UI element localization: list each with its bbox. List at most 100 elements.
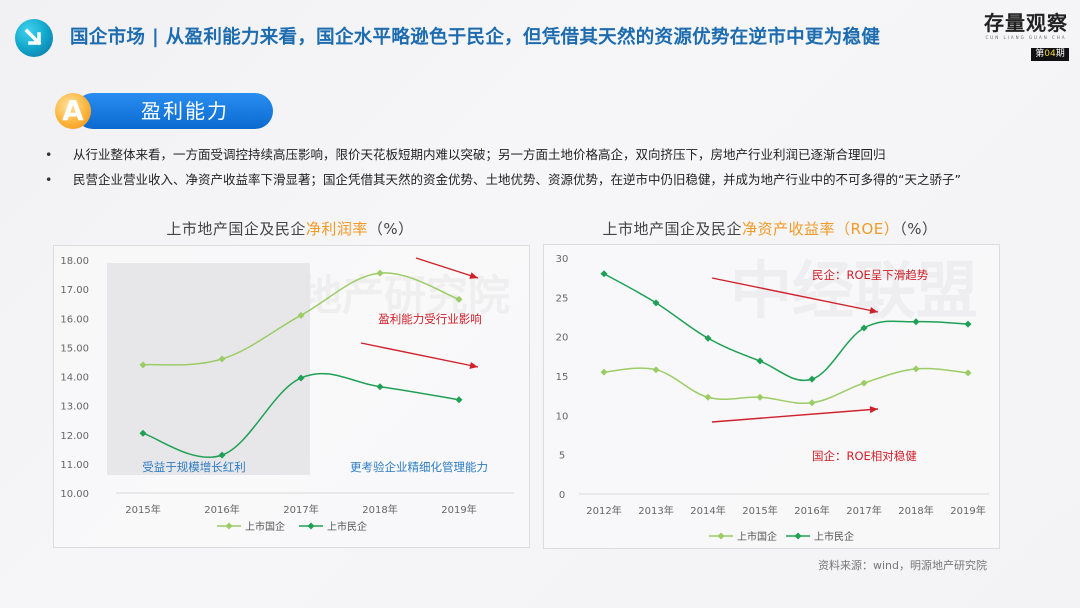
legend-marker bbox=[225, 522, 233, 530]
trend-arrow bbox=[711, 406, 879, 423]
bullet-item: 从行业整体来看，一方面受调控持续高压影响，限价天花板短期内难以突破；另一方面土地… bbox=[45, 142, 1065, 167]
x-tick-label: 2016年 bbox=[204, 503, 239, 516]
data-point bbox=[652, 366, 660, 374]
y-tick-label: 30 bbox=[556, 254, 569, 265]
data-point bbox=[376, 269, 384, 277]
y-tick-label: 10 bbox=[556, 411, 569, 422]
data-point bbox=[297, 374, 305, 382]
data-point bbox=[376, 383, 384, 391]
issue-suffix: 期 bbox=[1055, 49, 1065, 59]
brand-logo: 存量观察 CUN LIANG GUAN CHA 第04期 bbox=[976, 11, 1076, 61]
x-tick-label: 2015年 bbox=[125, 503, 160, 516]
data-point bbox=[704, 393, 712, 401]
y-tick-label: 12.00 bbox=[60, 431, 89, 442]
arrow-down-right-icon bbox=[15, 19, 53, 57]
brand-title: 存量观察 bbox=[984, 11, 1068, 35]
y-tick-label: 25 bbox=[556, 293, 569, 304]
x-tick-label: 2018年 bbox=[362, 503, 397, 516]
data-point bbox=[704, 334, 712, 342]
chart-legend: 上市国企 上市民企 bbox=[217, 520, 367, 533]
x-tick-label: 2016年 bbox=[794, 504, 829, 517]
right-chart-title: 上市地产国企及民企净资产收益率（ROE）（%） bbox=[545, 218, 995, 239]
series-line-1 bbox=[603, 273, 969, 382]
page-title: 国企市场 | 从盈利能力来看，国企水平略逊色于民企，但凭借其天然的资源优势在逆市… bbox=[70, 27, 881, 48]
left-chart-title: 上市地产国企及民企净利润率（%） bbox=[60, 218, 520, 239]
legend-marker bbox=[717, 532, 725, 540]
x-tick-label: 2017年 bbox=[283, 503, 318, 516]
issue-prefix: 第 bbox=[1035, 49, 1045, 59]
x-tick-label: 2019年 bbox=[950, 504, 985, 517]
left-chart-plot: 10.00 11.00 12.00 13.00 14.00 15.00 16.00 17.00… bbox=[60, 256, 514, 533]
bullet-list: 从行业整体来看，一方面受调控持续高压影响，限价天花板短期内难以突破；另一方面土地… bbox=[45, 142, 1065, 192]
legend-label: 上市国企 bbox=[737, 530, 777, 543]
data-point bbox=[218, 355, 226, 363]
data-point bbox=[912, 318, 920, 326]
x-tick-label: 2013年 bbox=[638, 504, 673, 517]
data-point bbox=[600, 270, 608, 278]
data-point bbox=[860, 324, 868, 332]
x-tick-label: 2012年 bbox=[586, 504, 621, 517]
series-line-0 bbox=[603, 367, 969, 405]
right-chart-title-suffix: （%） bbox=[899, 220, 938, 238]
legend-label: 上市民企 bbox=[327, 520, 367, 533]
y-tick-label: 5 bbox=[559, 451, 565, 462]
y-tick-label: 10.00 bbox=[60, 489, 89, 500]
left-chart: 10.00 11.00 12.00 13.00 14.00 15.00 16.00 17.00… bbox=[53, 245, 530, 548]
trend-arrow bbox=[711, 277, 879, 314]
data-point bbox=[756, 357, 764, 365]
source-note: 资料来源：wind，明源地产研究院 bbox=[818, 559, 988, 572]
x-tick-label: 2014年 bbox=[690, 504, 725, 517]
trend-arrow bbox=[415, 257, 479, 279]
y-tick-label: 14.00 bbox=[60, 373, 89, 384]
section-badge: A bbox=[55, 93, 91, 129]
right-chart-plot: 0 5 10 15 20 25 30 2012年 2013年 2014年 2015年 2016年 201… bbox=[556, 254, 989, 543]
right-chart-title-highlight: 净资产收益率（ROE） bbox=[742, 220, 900, 238]
data-point bbox=[964, 369, 972, 377]
data-point bbox=[600, 368, 608, 376]
legend-marker bbox=[794, 532, 802, 540]
right-chart-title-prefix: 上市地产国企及民企 bbox=[602, 220, 743, 238]
legend-label: 上市民企 bbox=[814, 530, 854, 543]
left-chart-title-highlight: 净利润率 bbox=[305, 220, 368, 238]
issue-badge: 第04期 bbox=[1031, 48, 1069, 61]
y-tick-label: 17.00 bbox=[60, 285, 89, 296]
y-tick-label: 15.00 bbox=[60, 343, 89, 354]
y-tick-label: 18.00 bbox=[60, 256, 89, 267]
left-chart-title-prefix: 上市地产国企及民企 bbox=[166, 220, 306, 238]
y-tick-label: 15 bbox=[556, 372, 569, 383]
issue-number: 04 bbox=[1044, 49, 1056, 59]
right-chart: 0 5 10 15 20 25 30 2012年 2013年 2014年 2015年 2016年 201… bbox=[543, 244, 1000, 549]
y-tick-label: 20 bbox=[556, 333, 569, 344]
data-point bbox=[139, 429, 147, 437]
data-point bbox=[297, 311, 305, 319]
x-tick-label: 2018年 bbox=[898, 504, 933, 517]
data-point bbox=[455, 396, 463, 404]
data-point bbox=[964, 320, 972, 328]
chart-annotation: 民企：ROE呈下滑趋势 bbox=[812, 268, 929, 282]
trend-arrow bbox=[360, 342, 479, 369]
chart-annotation: 受益于规模增长红利 bbox=[142, 460, 246, 474]
y-tick-label: 13.00 bbox=[60, 402, 89, 413]
section-label: 盈利能力 bbox=[75, 93, 273, 129]
data-point bbox=[652, 299, 660, 307]
y-tick-label: 16.00 bbox=[60, 314, 89, 325]
chart-legend: 上市国企 上市民企 bbox=[709, 530, 854, 543]
bullet-item: 民营企业营业收入、净资产收益率下滑显著；国企凭借其天然的资金优势、土地优势、资源… bbox=[45, 167, 1065, 192]
data-point bbox=[218, 451, 226, 459]
chart-annotation: 更考验企业精细化管理能力 bbox=[350, 460, 488, 474]
chart-annotation: 盈利能力受行业影响 bbox=[378, 312, 482, 326]
brand-subtitle: CUN LIANG GUAN CHA bbox=[985, 35, 1067, 40]
chart-annotation: 国企：ROE相对稳健 bbox=[812, 449, 917, 463]
data-point bbox=[808, 399, 816, 407]
data-point bbox=[139, 361, 147, 369]
x-tick-label: 2015年 bbox=[742, 504, 777, 517]
shaded-region bbox=[107, 263, 310, 475]
x-tick-label: 2017年 bbox=[846, 504, 881, 517]
left-chart-title-suffix: （%） bbox=[367, 220, 414, 238]
data-point bbox=[756, 393, 764, 401]
data-point bbox=[808, 375, 816, 383]
x-tick-label: 2019年 bbox=[441, 503, 476, 516]
legend-label: 上市国企 bbox=[245, 520, 285, 533]
y-tick-label: 0 bbox=[559, 490, 565, 501]
data-point bbox=[860, 379, 868, 387]
